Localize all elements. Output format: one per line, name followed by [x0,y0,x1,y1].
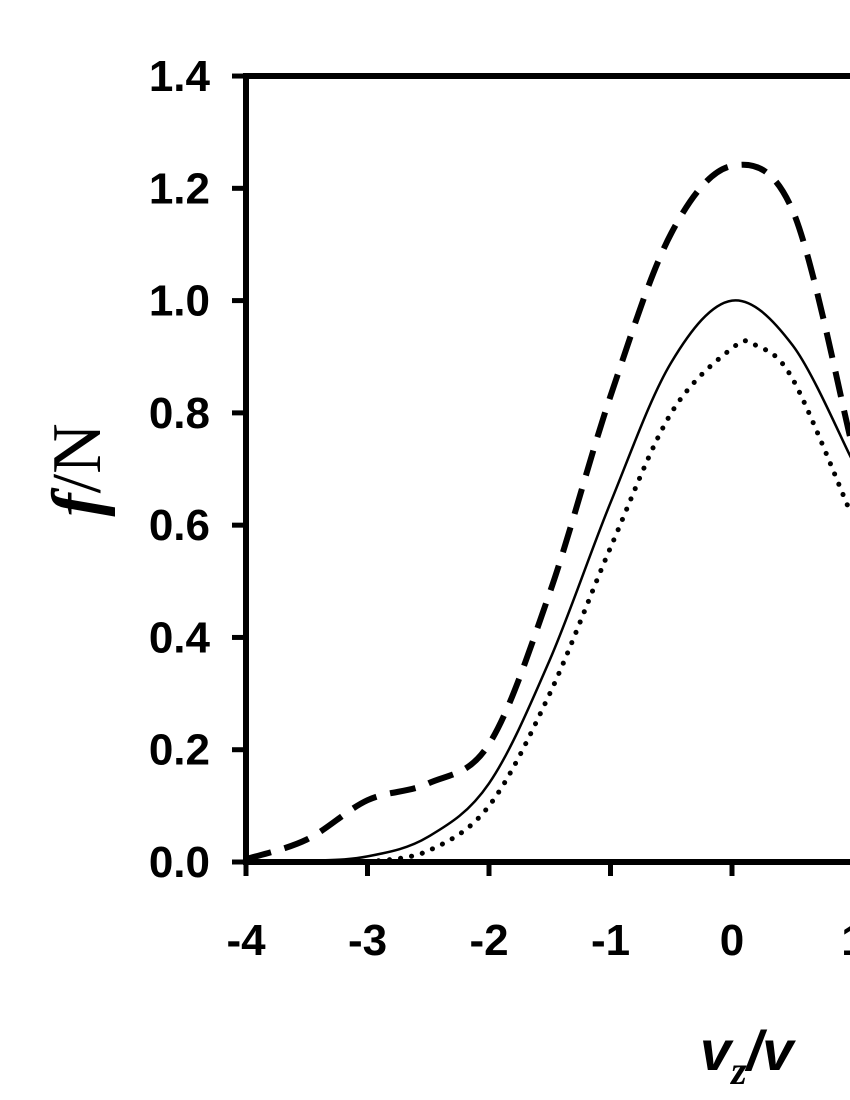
series-line-dashed [246,161,850,863]
x-tick-label: -1 [591,916,630,965]
x-axis-label: vz/v [700,1019,796,1093]
y-tick-label: 0.4 [149,613,211,662]
y-tick-label: 0.8 [149,389,210,438]
y-axis-label: f/N [39,423,116,516]
series-line-solid [246,299,850,864]
x-axis-label-sub: z [729,1048,747,1093]
y-tick-label: 0.0 [149,838,210,887]
y-tick-label: 0.6 [149,501,210,550]
y-tick-label: 1.4 [149,52,211,101]
y-tick-label: 1.0 [149,277,210,326]
series-line-dotted [365,338,850,865]
x-axis-label-tail: /v [744,1019,797,1082]
x-tick-label: -3 [348,916,387,965]
ticks: 0.0 0.2 0.4 0.6 0.8 1.0 1.2 1.4 -4 -3 -2 -1 0 1 [149,52,850,965]
x-tick-label: -2 [469,916,508,965]
x-axis-label-main: v [700,1019,734,1082]
x-tick-label: 0 [720,916,744,965]
y-tick-label: 1.2 [149,164,210,213]
x-tick-label: -4 [226,916,266,965]
series-group [246,161,850,865]
x-tick-label: 1 [841,916,850,965]
y-tick-label: 0.2 [149,726,210,775]
axes [243,73,850,865]
y-axis-label-rest: /N [39,423,116,493]
